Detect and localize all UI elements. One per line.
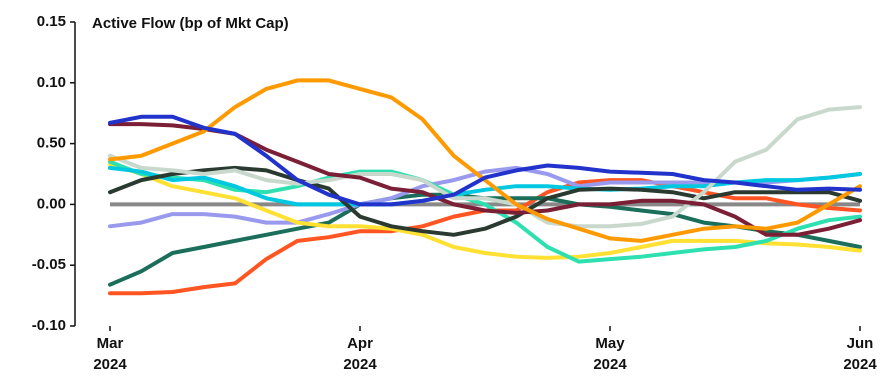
y-tick-label: -0.10 bbox=[32, 317, 66, 334]
y-tick-label: 0.50 bbox=[37, 135, 66, 152]
y-tick-label: 0.00 bbox=[37, 195, 66, 212]
x-tick-label: May 2024 bbox=[593, 335, 627, 373]
chart-title: Active Flow (bp of Mkt Cap) bbox=[92, 15, 289, 32]
series-line bbox=[108, 192, 862, 287]
series-line bbox=[108, 165, 862, 237]
series-line bbox=[108, 105, 862, 229]
series-line bbox=[108, 162, 862, 260]
y-tick-label: 0.10 bbox=[37, 74, 66, 91]
y-tick-label: -0.05 bbox=[32, 256, 66, 273]
y-tick-label: 0.15 bbox=[37, 13, 66, 30]
x-tick-label: Mar 2024 bbox=[93, 335, 127, 373]
series-line bbox=[108, 159, 862, 264]
x-tick-label: Jun 2024 bbox=[843, 335, 877, 373]
x-tick-label: Apr 2024 bbox=[343, 335, 377, 373]
series-line bbox=[108, 114, 862, 207]
series-line bbox=[108, 78, 862, 243]
